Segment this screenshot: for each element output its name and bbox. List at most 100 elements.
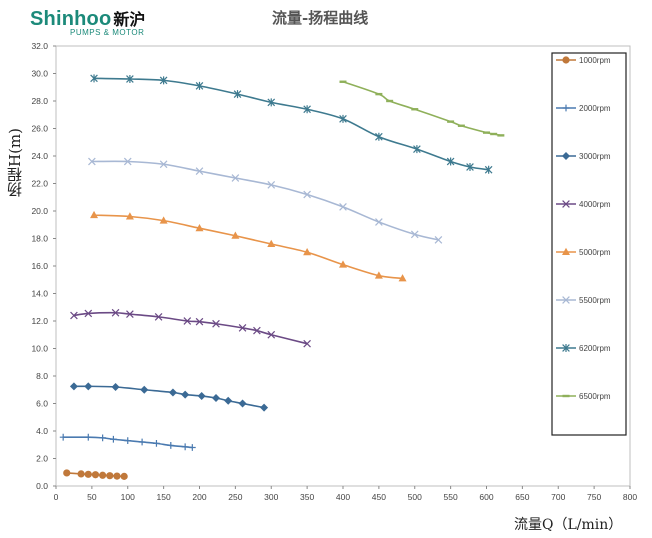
series-4 bbox=[90, 210, 407, 282]
y-tick-label: 20.0 bbox=[31, 206, 48, 216]
data-point bbox=[562, 152, 570, 160]
data-point bbox=[63, 469, 71, 477]
series-7 bbox=[339, 80, 505, 137]
data-point bbox=[168, 388, 177, 397]
legend-label: 5000rpm bbox=[579, 248, 611, 257]
data-point bbox=[398, 274, 407, 282]
series-line bbox=[93, 214, 403, 280]
data-point bbox=[212, 319, 220, 328]
data-point bbox=[159, 160, 168, 169]
x-tick-label: 550 bbox=[444, 492, 458, 502]
data-point bbox=[59, 433, 67, 441]
data-point bbox=[446, 157, 455, 166]
x-tick-label: 100 bbox=[121, 492, 135, 502]
legend-item: 1000rpm bbox=[556, 56, 611, 65]
data-point bbox=[303, 248, 312, 256]
data-point bbox=[159, 76, 168, 85]
data-point bbox=[90, 74, 98, 83]
x-tick-label: 350 bbox=[300, 492, 314, 502]
data-point bbox=[70, 311, 78, 320]
y-tick-label: 22.0 bbox=[31, 179, 48, 189]
data-point bbox=[267, 239, 276, 247]
data-point bbox=[88, 157, 96, 166]
data-point bbox=[183, 317, 192, 325]
y-tick-label: 28.0 bbox=[31, 96, 48, 106]
x-tick-label: 500 bbox=[408, 492, 422, 502]
legend-label: 4000rpm bbox=[579, 200, 611, 209]
data-point bbox=[195, 81, 204, 90]
series-2 bbox=[69, 382, 269, 412]
data-point bbox=[267, 98, 276, 107]
x-tick-label: 0 bbox=[54, 492, 59, 502]
legend-item: 6200rpm bbox=[556, 344, 611, 353]
legend-item: 5000rpm bbox=[556, 247, 611, 257]
data-point bbox=[260, 403, 269, 412]
data-point bbox=[195, 167, 204, 175]
data-point bbox=[188, 444, 196, 451]
y-tick-label: 6.0 bbox=[36, 399, 48, 409]
data-point bbox=[339, 260, 347, 268]
data-point bbox=[562, 56, 570, 64]
legend-item: 6500rpm bbox=[556, 392, 611, 401]
y-tick-label: 4.0 bbox=[36, 426, 48, 436]
data-point bbox=[140, 385, 149, 394]
data-point bbox=[106, 472, 114, 480]
legend-label: 5500rpm bbox=[579, 296, 611, 305]
legend-item: 3000rpm bbox=[556, 152, 611, 161]
data-point bbox=[562, 247, 570, 255]
data-point bbox=[233, 90, 242, 99]
data-point bbox=[126, 310, 134, 318]
data-point bbox=[124, 437, 132, 445]
x-tick-label: 600 bbox=[479, 492, 493, 502]
data-point bbox=[77, 470, 85, 478]
data-point bbox=[91, 471, 100, 479]
x-tick-label: 750 bbox=[587, 492, 601, 502]
data-point bbox=[212, 394, 221, 402]
data-point bbox=[84, 382, 93, 391]
data-point bbox=[125, 212, 134, 220]
data-point bbox=[413, 145, 421, 154]
data-point bbox=[99, 434, 107, 442]
data-point bbox=[167, 442, 175, 449]
data-point bbox=[84, 433, 92, 441]
data-point bbox=[84, 470, 92, 478]
x-tick-label: 450 bbox=[372, 492, 386, 502]
data-point bbox=[231, 231, 240, 239]
data-point bbox=[339, 203, 347, 211]
data-point bbox=[111, 383, 120, 391]
series-0 bbox=[63, 469, 128, 480]
data-point bbox=[181, 390, 190, 399]
data-point bbox=[562, 344, 570, 352]
x-axis-label: 流量Q（L/min） bbox=[514, 517, 623, 533]
series-line bbox=[63, 436, 193, 449]
data-point bbox=[562, 296, 570, 304]
data-point bbox=[138, 438, 146, 446]
x-tick-label: 800 bbox=[623, 492, 637, 502]
y-tick-label: 8.0 bbox=[36, 371, 48, 381]
data-point bbox=[267, 181, 276, 189]
legend-item: 2000rpm bbox=[556, 104, 611, 113]
series-line bbox=[73, 385, 265, 409]
data-point bbox=[562, 104, 570, 112]
y-tick-label: 26.0 bbox=[31, 124, 48, 134]
y-tick-label: 0.0 bbox=[36, 481, 48, 491]
data-point bbox=[110, 435, 117, 443]
data-point bbox=[197, 391, 206, 400]
x-tick-label: 50 bbox=[87, 492, 97, 502]
data-point bbox=[410, 230, 419, 239]
data-point bbox=[303, 105, 311, 114]
data-point bbox=[303, 339, 311, 348]
legend-label: 6500rpm bbox=[579, 392, 611, 401]
chart-title: 流量-扬程曲线 bbox=[272, 9, 369, 27]
data-point bbox=[339, 114, 347, 123]
data-point bbox=[484, 165, 493, 174]
y-tick-label: 32.0 bbox=[31, 41, 48, 51]
data-point bbox=[267, 330, 276, 339]
y-tick-label: 14.0 bbox=[31, 289, 48, 299]
data-point bbox=[126, 75, 134, 83]
legend-label: 2000rpm bbox=[579, 104, 611, 113]
y-tick-label: 18.0 bbox=[31, 234, 48, 244]
data-point bbox=[374, 271, 383, 279]
data-point bbox=[113, 472, 121, 480]
x-tick-label: 300 bbox=[264, 492, 278, 502]
